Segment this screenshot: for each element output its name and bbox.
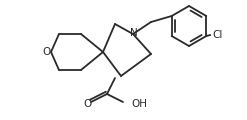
Text: Cl: Cl: [212, 30, 223, 40]
Text: O: O: [42, 47, 50, 57]
Text: O: O: [83, 99, 91, 109]
Text: N: N: [130, 28, 138, 38]
Text: OH: OH: [131, 99, 147, 109]
